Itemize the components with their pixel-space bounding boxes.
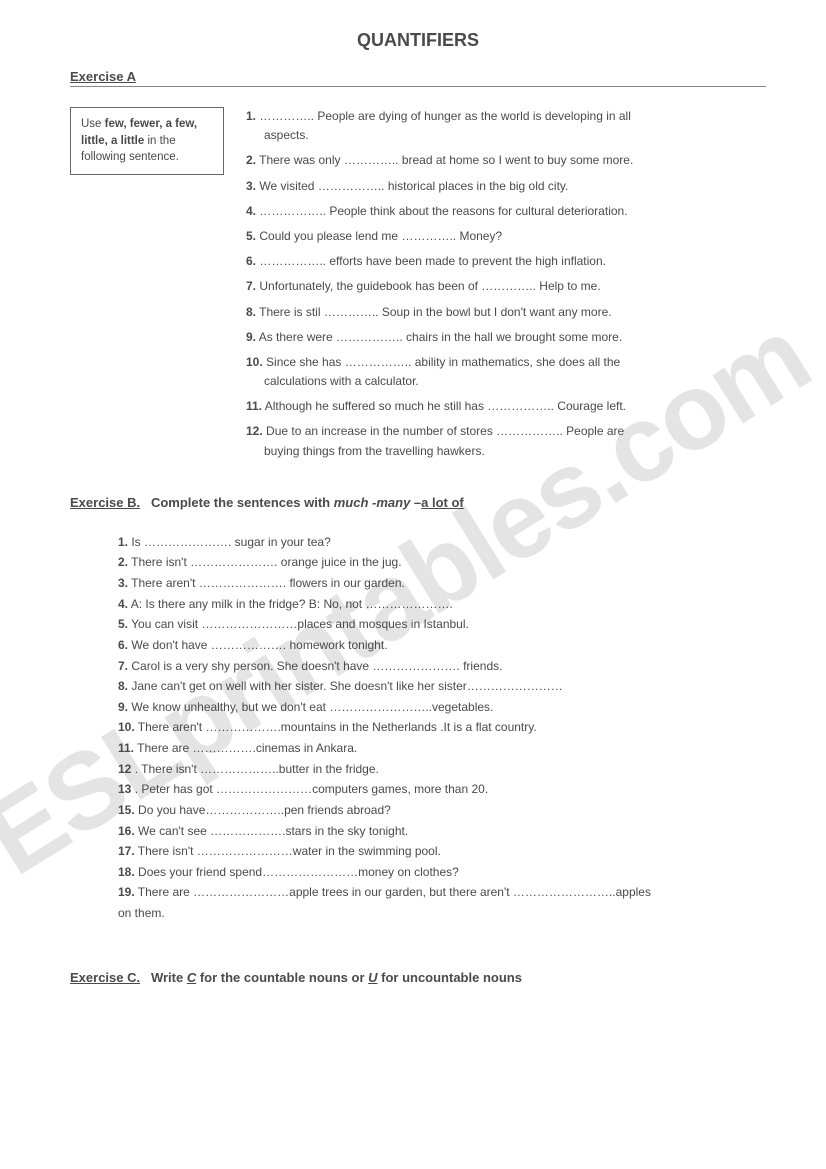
word-alotof: a lot of	[421, 495, 464, 510]
list-item: 2. There was only ………….. bread at home s…	[246, 151, 766, 170]
list-item: 4. A: Is there any milk in the fridge? B…	[118, 594, 766, 615]
item-number: 12	[118, 762, 131, 776]
item-number: 6.	[246, 254, 256, 268]
item-number: 4.	[118, 597, 128, 611]
exc-mid1: for the countable nouns or	[196, 970, 368, 985]
list-item: 8. There is stil ………….. Soup in the bowl…	[246, 303, 766, 322]
list-item: 11. Although he suffered so much he stil…	[246, 397, 766, 416]
list-item: 10. Since she has …………….. ability in mat…	[246, 353, 766, 391]
list-item: 3. There aren't …………………. flowers in our …	[118, 573, 766, 594]
list-item: 5. Could you please lend me ………….. Money…	[246, 227, 766, 246]
page: QUANTIFIERS Exercise A Use few, fewer, a…	[0, 0, 826, 1015]
item-number: 11.	[118, 741, 134, 755]
exc-c: C	[187, 970, 196, 985]
list-item: 9. We know unhealthy, but we don't eat ……	[118, 697, 766, 718]
item-number: 8.	[118, 679, 128, 693]
word-much: much	[334, 495, 369, 510]
instruction-box: Use few, fewer, a few, little, a little …	[70, 107, 224, 175]
list-item: 17. There isn't ……………………water in the swi…	[118, 841, 766, 862]
item-number: 12.	[246, 424, 263, 438]
item-number: 16.	[118, 824, 135, 838]
item-number: 11.	[246, 399, 262, 413]
item-number: 3.	[246, 179, 256, 193]
item-number: 4.	[246, 204, 256, 218]
item-number: 1.	[246, 109, 256, 123]
list-item: 7. Unfortunately, the guidebook has been…	[246, 277, 766, 296]
exercise-a-body: Use few, fewer, a few, little, a little …	[70, 107, 766, 467]
list-item: on them.	[118, 903, 766, 924]
exercise-b-label: Exercise B.	[70, 495, 140, 510]
item-number: 18.	[118, 865, 135, 879]
word-many: many	[376, 495, 410, 510]
item-number: 13	[118, 782, 131, 796]
list-item: 2. There isn't …………………. orange juice in …	[118, 552, 766, 573]
item-number: 9.	[246, 330, 256, 344]
exercise-c-heading: Exercise C. Write C for the countable no…	[70, 970, 766, 985]
item-number: 5.	[118, 617, 128, 631]
page-title: QUANTIFIERS	[70, 30, 766, 51]
item-number: 10.	[118, 720, 135, 734]
item-number: 2.	[246, 153, 256, 167]
box-text-pre: Use	[81, 118, 105, 130]
list-item: 1. Is …………………. sugar in your tea?	[118, 532, 766, 553]
exercise-b-heading: Exercise B. Complete the sentences with …	[70, 495, 766, 510]
list-item: 12. Due to an increase in the number of …	[246, 422, 766, 460]
exercise-b-mid: Complete the sentences with	[151, 495, 334, 510]
item-number: 17.	[118, 844, 135, 858]
exc-mid2: for uncountable nouns	[378, 970, 522, 985]
list-item: 4. …………….. People think about the reason…	[246, 202, 766, 221]
item-continuation: aspects.	[246, 126, 766, 145]
list-item: 12 . There isn't ………………..butter in the f…	[118, 759, 766, 780]
sep2: –	[410, 495, 421, 510]
item-number: 7.	[118, 659, 128, 673]
list-item: 1. ………….. People are dying of hunger as …	[246, 107, 766, 145]
exercise-a-list: 1. ………….. People are dying of hunger as …	[246, 107, 766, 467]
list-item: 9. As there were …………….. chairs in the h…	[246, 328, 766, 347]
item-number: 3.	[118, 576, 128, 590]
item-number: 9.	[118, 700, 128, 714]
item-continuation: buying things from the travelling hawker…	[246, 442, 766, 461]
exc-pre: Write	[151, 970, 187, 985]
exercise-a-heading: Exercise A	[70, 69, 766, 87]
item-continuation: calculations with a calculator.	[246, 372, 766, 391]
item-number: 2.	[118, 555, 128, 569]
list-item: 3. We visited …………….. historical places …	[246, 177, 766, 196]
list-item: 13 . Peter has got ……………………computers gam…	[118, 779, 766, 800]
list-item: 19. There are ……………………apple trees in our…	[118, 882, 766, 903]
list-item: 6. We don't have ………………. homework tonigh…	[118, 635, 766, 656]
item-number: 19.	[118, 885, 135, 899]
item-number: 10.	[246, 355, 263, 369]
list-item: 6. …………….. efforts have been made to pre…	[246, 252, 766, 271]
list-item: 5. You can visit ……………………places and mosq…	[118, 614, 766, 635]
list-item: 8. Jane can't get on well with her siste…	[118, 676, 766, 697]
exc-u: U	[368, 970, 377, 985]
item-number: 6.	[118, 638, 128, 652]
exercise-b-list: 1. Is …………………. sugar in your tea?2. Ther…	[70, 532, 766, 924]
list-item: 11. There are …………….cinemas in Ankara.	[118, 738, 766, 759]
list-item: 16. We can't see ……………….stars in the sky…	[118, 821, 766, 842]
list-item: 7. Carol is a very shy person. She doesn…	[118, 656, 766, 677]
item-number: 8.	[246, 305, 256, 319]
exercise-c-label: Exercise C.	[70, 970, 140, 985]
item-number: 5.	[246, 229, 256, 243]
list-item: 18. Does your friend spend……………………money …	[118, 862, 766, 883]
list-item: 15. Do you have………………..pen friends abroa…	[118, 800, 766, 821]
item-number: 15.	[118, 803, 135, 817]
item-number: 7.	[246, 279, 256, 293]
item-number: 1.	[118, 535, 128, 549]
list-item: 10. There aren't ……………….mountains in the…	[118, 717, 766, 738]
